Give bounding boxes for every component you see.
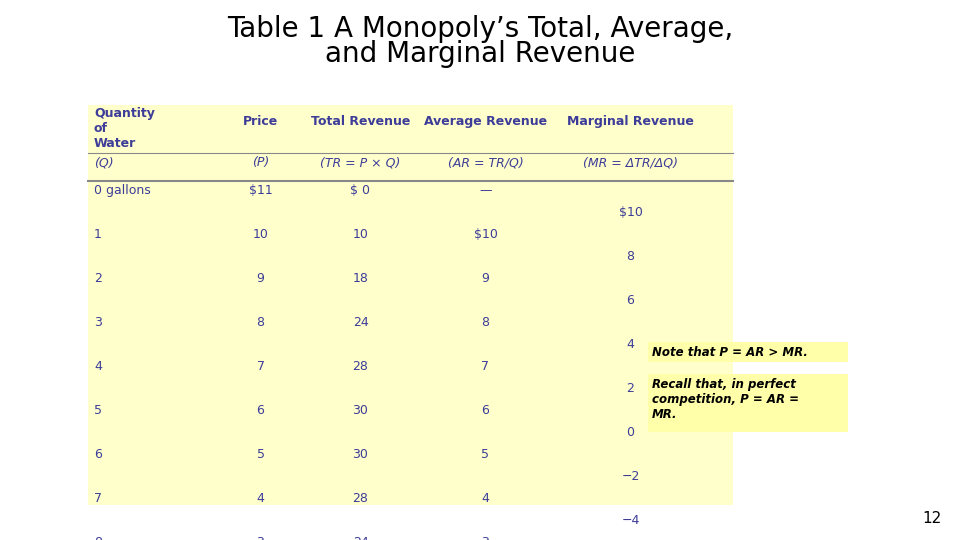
Text: Price: Price: [243, 115, 278, 128]
Text: 9: 9: [256, 272, 264, 285]
Text: $ 0: $ 0: [350, 184, 371, 197]
Text: 1: 1: [94, 228, 102, 241]
Text: 7: 7: [256, 360, 265, 373]
Text: 10: 10: [252, 228, 269, 241]
Text: 7: 7: [482, 360, 490, 373]
Text: 7: 7: [94, 492, 102, 505]
Text: 24: 24: [352, 536, 369, 540]
Text: 24: 24: [352, 316, 369, 329]
Text: 8: 8: [482, 316, 490, 329]
Text: 4: 4: [94, 360, 102, 373]
Text: $10: $10: [618, 206, 642, 219]
Text: 6: 6: [627, 294, 635, 307]
Text: 28: 28: [352, 360, 369, 373]
Text: (AR = TR/Q): (AR = TR/Q): [447, 156, 523, 169]
Text: 2: 2: [94, 272, 102, 285]
Text: 3: 3: [482, 536, 490, 540]
Text: 3: 3: [94, 316, 102, 329]
Text: 12: 12: [923, 511, 942, 526]
Text: 8: 8: [94, 536, 102, 540]
Text: 10: 10: [352, 228, 369, 241]
Bar: [88, 105, 733, 505]
Text: 6: 6: [94, 448, 102, 461]
Text: 30: 30: [352, 448, 369, 461]
Text: −2: −2: [621, 470, 639, 483]
Text: (Q): (Q): [94, 156, 113, 169]
Text: Recall that, in perfect
competition, P = AR =
MR.: Recall that, in perfect competition, P =…: [652, 378, 799, 421]
Text: 5: 5: [94, 404, 102, 417]
Text: Quantity
of
Water: Quantity of Water: [94, 107, 155, 150]
Text: 4: 4: [627, 338, 635, 351]
Text: 4: 4: [482, 492, 490, 505]
Text: 5: 5: [482, 448, 490, 461]
Text: Table 1 A Monopoly’s Total, Average,: Table 1 A Monopoly’s Total, Average,: [227, 15, 733, 43]
Text: —: —: [479, 184, 492, 197]
Text: (TR = P × Q): (TR = P × Q): [321, 156, 400, 169]
Text: 8: 8: [627, 250, 635, 263]
Text: 28: 28: [352, 492, 369, 505]
Text: $10: $10: [473, 228, 497, 241]
Text: Marginal Revenue: Marginal Revenue: [567, 115, 694, 128]
Bar: [648, 374, 848, 432]
Text: 18: 18: [352, 272, 369, 285]
Text: 9: 9: [482, 272, 490, 285]
Bar: [648, 342, 848, 362]
Text: Average Revenue: Average Revenue: [424, 115, 547, 128]
Text: 30: 30: [352, 404, 369, 417]
Text: −4: −4: [621, 514, 639, 527]
Text: 6: 6: [482, 404, 490, 417]
Text: Total Revenue: Total Revenue: [311, 115, 410, 128]
Text: 0: 0: [627, 426, 635, 439]
Text: 3: 3: [256, 536, 264, 540]
Text: $11: $11: [249, 184, 273, 197]
Text: 2: 2: [627, 382, 635, 395]
Text: 5: 5: [256, 448, 265, 461]
Text: 4: 4: [256, 492, 264, 505]
Text: and Marginal Revenue: and Marginal Revenue: [324, 40, 636, 68]
Text: 0 gallons: 0 gallons: [94, 184, 151, 197]
Text: (MR = ΔTR/ΔQ): (MR = ΔTR/ΔQ): [583, 156, 678, 169]
Text: (P): (P): [252, 156, 269, 169]
Text: 6: 6: [256, 404, 264, 417]
Text: Note that P = AR > MR.: Note that P = AR > MR.: [652, 346, 808, 359]
Text: 8: 8: [256, 316, 265, 329]
